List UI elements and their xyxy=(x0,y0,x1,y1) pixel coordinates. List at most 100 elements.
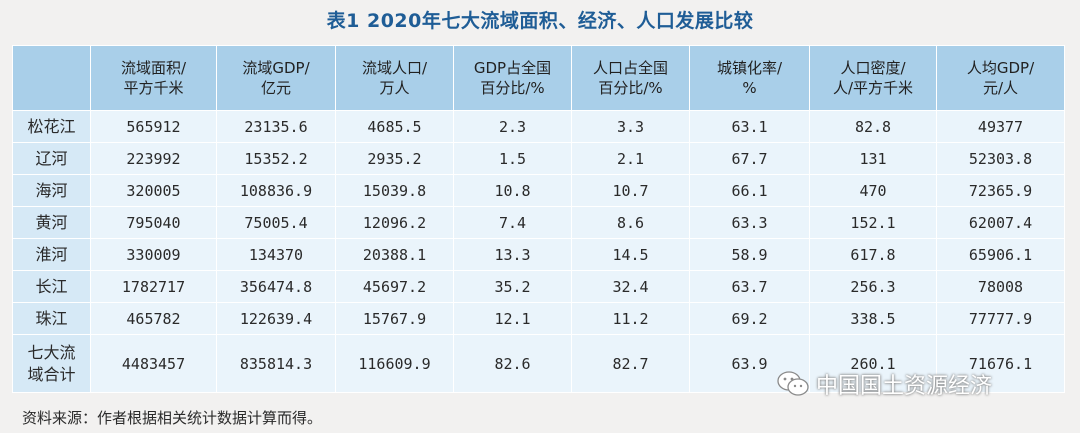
value-cell: 58.9 xyxy=(689,238,810,271)
column-header: 流域面积/平方千米 xyxy=(90,45,217,111)
value-cell: 72365.9 xyxy=(936,174,1065,207)
value-cell: 66.1 xyxy=(689,174,810,207)
total-value-cell: 82.6 xyxy=(453,334,572,393)
table-title: 表1 2020年七大流域面积、经济、人口发展比较 xyxy=(326,10,754,32)
total-value-cell: 835814.3 xyxy=(216,334,336,393)
total-name-line: 七大流 xyxy=(27,342,76,362)
value-cell: 67.7 xyxy=(689,142,810,175)
table-row: 长江 1782717 356474.8 45697.2 35.2 32.4 63.7 256.… xyxy=(12,270,1065,303)
value-cell: 14.5 xyxy=(571,238,690,271)
column-header-line: 人均GDP/ xyxy=(966,59,1035,77)
total-value-cell: 63.9 xyxy=(689,334,810,393)
column-header-line: 平方千米 xyxy=(123,79,184,97)
value-cell: 152.1 xyxy=(809,206,937,239)
basin-name-cell: 珠江 xyxy=(12,302,91,335)
table-row: 松花江 565912 23135.6 4685.5 2.3 3.3 63.1 82.8 4937… xyxy=(12,110,1065,143)
value-cell: 795040 xyxy=(90,206,217,239)
value-cell: 223992 xyxy=(90,142,217,175)
column-header-line: 人口占全国 xyxy=(592,59,668,77)
value-cell: 15039.8 xyxy=(335,174,454,207)
column-header-line: GDP占全国 xyxy=(473,59,552,77)
column-header-line: 亿元 xyxy=(260,79,291,97)
table-body: 松花江 565912 23135.6 4685.5 2.3 3.3 63.1 82.8 4937… xyxy=(12,110,1065,393)
column-header-line: % xyxy=(742,79,757,97)
value-cell: 7.4 xyxy=(453,206,572,239)
value-cell: 45697.2 xyxy=(335,270,454,303)
value-cell: 1.5 xyxy=(453,142,572,175)
value-cell: 320005 xyxy=(90,174,217,207)
value-cell: 2935.2 xyxy=(335,142,454,175)
table-row: 辽河 223992 15352.2 2935.2 1.5 2.1 67.7 131 52303.… xyxy=(12,142,1065,175)
column-header-line: 人/平方千米 xyxy=(832,79,914,97)
value-cell: 617.8 xyxy=(809,238,937,271)
value-cell: 3.3 xyxy=(571,110,690,143)
total-value-cell: 116609.9 xyxy=(335,334,454,393)
value-cell: 69.2 xyxy=(689,302,810,335)
value-cell: 78008 xyxy=(936,270,1065,303)
value-cell: 82.8 xyxy=(809,110,937,143)
column-header-line: 元/人 xyxy=(982,79,1019,97)
data-table: 流域面积/平方千米 流域GDP/亿元 流域人口/万人 GDP占全国 百分比/% 人口占全国… xyxy=(12,45,1065,393)
header-cell-corner xyxy=(12,45,91,111)
total-value-cell: 71676.1 xyxy=(936,334,1065,393)
value-cell: 75005.4 xyxy=(216,206,336,239)
value-cell: 63.1 xyxy=(689,110,810,143)
value-cell: 11.2 xyxy=(571,302,690,335)
basin-name-cell: 黄河 xyxy=(12,206,91,239)
value-cell: 356474.8 xyxy=(216,270,336,303)
column-header-line: 百分比/% xyxy=(598,79,663,97)
value-cell: 63.3 xyxy=(689,206,810,239)
value-cell: 256.3 xyxy=(809,270,937,303)
total-value-cell: 82.7 xyxy=(571,334,690,393)
value-cell: 65906.1 xyxy=(936,238,1065,271)
value-cell: 122639.4 xyxy=(216,302,336,335)
total-value-cell: 4483457 xyxy=(90,334,217,393)
total-row: 七大流 域合计 4483457 835814.3 116609.9 82.6 82.7 63.… xyxy=(12,334,1065,393)
value-cell: 20388.1 xyxy=(335,238,454,271)
table-row: 海河 320005 108836.9 15039.8 10.8 10.7 66.1 470 72… xyxy=(12,174,1065,207)
value-cell: 12.1 xyxy=(453,302,572,335)
value-cell: 131 xyxy=(809,142,937,175)
basin-name-cell: 淮河 xyxy=(12,238,91,271)
column-header: 人口密度/人/平方千米 xyxy=(809,45,937,111)
column-header-line: 百分比/% xyxy=(480,79,545,97)
value-cell: 77777.9 xyxy=(936,302,1065,335)
basin-name-cell: 长江 xyxy=(12,270,91,303)
value-cell: 1782717 xyxy=(90,270,217,303)
value-cell: 10.8 xyxy=(453,174,572,207)
table-row: 黄河 795040 75005.4 12096.2 7.4 8.6 63.3 152.1 620… xyxy=(12,206,1065,239)
column-header-line: 流域GDP/ xyxy=(242,59,310,77)
value-cell: 15352.2 xyxy=(216,142,336,175)
value-cell: 338.5 xyxy=(809,302,937,335)
value-cell: 52303.8 xyxy=(936,142,1065,175)
header-row: 流域面积/平方千米 流域GDP/亿元 流域人口/万人 GDP占全国 百分比/% 人口占全国… xyxy=(12,45,1065,111)
value-cell: 470 xyxy=(809,174,937,207)
basin-name-cell: 松花江 xyxy=(12,110,91,143)
value-cell: 565912 xyxy=(90,110,217,143)
basin-name-cell: 海河 xyxy=(12,174,91,207)
value-cell: 4685.5 xyxy=(335,110,454,143)
value-cell: 63.7 xyxy=(689,270,810,303)
table-row: 珠江 465782 122639.4 15767.9 12.1 11.2 69.2 338.5… xyxy=(12,302,1065,335)
column-header: GDP占全国 百分比/% xyxy=(453,45,572,111)
value-cell: 13.3 xyxy=(453,238,572,271)
column-header: 流域人口/万人 xyxy=(335,45,454,111)
wechat-icon xyxy=(777,371,809,396)
value-cell: 2.1 xyxy=(571,142,690,175)
value-cell: 2.3 xyxy=(453,110,572,143)
column-header: 人均GDP/元/人 xyxy=(936,45,1065,111)
column-header-line: 人口密度/ xyxy=(840,59,906,77)
value-cell: 32.4 xyxy=(571,270,690,303)
value-cell: 330009 xyxy=(90,238,217,271)
value-cell: 134370 xyxy=(216,238,336,271)
column-header: 流域GDP/亿元 xyxy=(216,45,336,111)
value-cell: 35.2 xyxy=(453,270,572,303)
value-cell: 108836.9 xyxy=(216,174,336,207)
total-name-cell: 七大流 域合计 xyxy=(12,334,91,393)
column-header-line: 城镇化率/ xyxy=(716,59,783,77)
basin-name-cell: 辽河 xyxy=(12,142,91,175)
value-cell: 12096.2 xyxy=(335,206,454,239)
value-cell: 465782 xyxy=(90,302,217,335)
table-row: 淮河 330009 134370 20388.1 13.3 14.5 58.9 617.8 65… xyxy=(12,238,1065,271)
value-cell: 8.6 xyxy=(571,206,690,239)
